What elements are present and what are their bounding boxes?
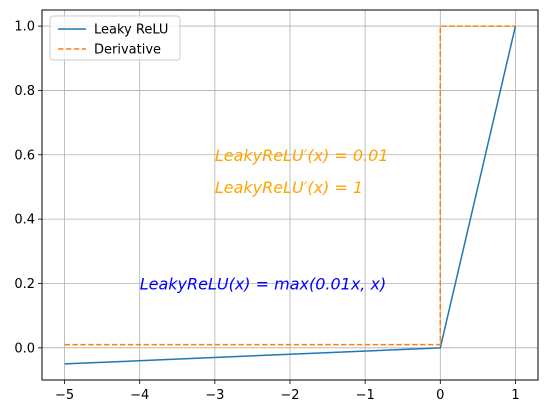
y-tick-label: 0.6: [14, 148, 35, 163]
x-tick-label: −3: [205, 388, 224, 403]
y-tick-label: 0.4: [14, 213, 35, 228]
y-tick-label: 1.0: [14, 20, 35, 35]
annotation-0: LeakyReLU′(x) = 0.01: [215, 146, 389, 165]
legend: Leaky ReLU Derivative: [49, 15, 181, 61]
series-line-derivative: [64, 25, 516, 346]
y-tick-label: 0.0: [14, 341, 35, 356]
legend-label: Derivative: [94, 43, 161, 58]
annotation-2: LeakyReLU(x) = max(0.01x, x): [140, 274, 386, 293]
series-line-leaky-relu: [64, 25, 517, 365]
x-tick-label: 0: [436, 388, 444, 403]
x-tick-label: −5: [55, 388, 74, 403]
x-tick-label: −2: [280, 388, 299, 403]
x-tick-label: −1: [356, 388, 375, 403]
x-tick-label: 1: [511, 388, 519, 403]
annotations: LeakyReLU′(x) = 0.01 LeakyReLU′(x) = 1 Lea…: [140, 146, 389, 294]
annotation-1: LeakyReLU′(x) = 1: [215, 178, 363, 197]
y-tick-label: 0.2: [14, 277, 35, 292]
x-tick-label: −4: [130, 388, 149, 403]
legend-label: Leaky ReLU: [94, 23, 168, 38]
series-layer: [64, 25, 517, 365]
y-tick-label: 0.8: [14, 84, 35, 99]
ticks: −5 −4 −3 −2 −1 0 1 0.0 0.2 0.4 0.6 0.8 1.0: [14, 20, 519, 403]
